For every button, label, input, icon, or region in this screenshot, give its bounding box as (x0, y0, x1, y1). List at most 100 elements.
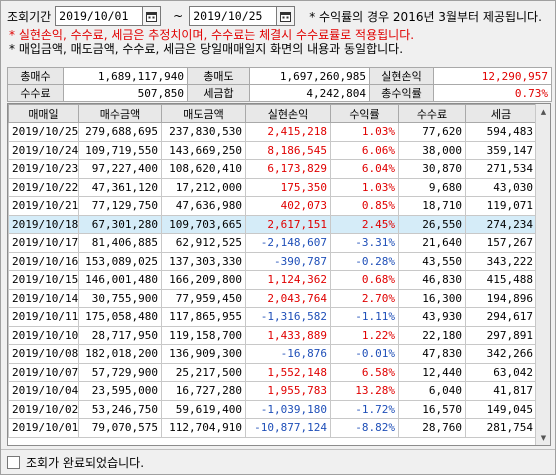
cell-fee: 12,440 (398, 362, 466, 382)
start-calendar-button[interactable] (143, 6, 162, 26)
cell-return-rate: 13.28% (330, 381, 399, 401)
table-row[interactable]: 2019/10/10 28,717,950 119,158,700 1,433,889… (8, 325, 537, 345)
cell-fee: 38,000 (398, 140, 466, 160)
header-return-rate[interactable]: 수익률 (330, 104, 399, 123)
cell-buy-amount: 279,688,695 (78, 122, 162, 142)
total-sell-value: 1,697,260,985 (249, 67, 370, 85)
table-row[interactable]: 2019/10/04 23,595,000 16,727,280 1,955,783 1… (8, 381, 537, 401)
cell-realized-pnl: 2,043,764 (245, 288, 331, 308)
table-row[interactable]: 2019/10/02 53,246,750 59,619,400 -1,039,180… (8, 399, 537, 419)
end-calendar-button[interactable] (277, 6, 296, 26)
scroll-up-icon[interactable]: ▲ (540, 107, 547, 116)
trade-grid[interactable]: 매매일 매수금액 매도금액 실현손익 수익률 수수료 세금 2019/10/25… (7, 103, 551, 446)
cell-fee: 16,570 (398, 399, 466, 419)
cell-buy-amount: 79,070,575 (78, 418, 162, 438)
cell-sell-amount: 137,303,330 (161, 251, 246, 271)
cell-fee: 21,640 (398, 233, 466, 253)
cell-sell-amount: 59,619,400 (161, 399, 246, 419)
vertical-scrollbar[interactable]: ▲ ▼ (535, 104, 550, 445)
cell-return-rate: 6.58% (330, 362, 399, 382)
cell-sell-amount: 47,636,980 (161, 196, 246, 216)
cell-fee: 18,710 (398, 196, 466, 216)
cell-fee: 47,830 (398, 344, 466, 364)
cell-fee: 43,930 (398, 307, 466, 327)
cell-buy-amount: 28,717,950 (78, 325, 162, 345)
cell-tax: 415,488 (465, 270, 537, 290)
same-as-journal-note: * 매입금액, 매도금액, 수수료, 세금은 당일매매일지 화면의 내용과 동일… (9, 42, 404, 56)
period-label: 조회기간 (7, 9, 52, 24)
header-sell-amount[interactable]: 매도금액 (161, 104, 246, 123)
realized-pnl-label: 실현손익 (369, 67, 434, 85)
cell-tax: 297,891 (465, 325, 537, 345)
table-row[interactable]: 2019/10/15 146,001,480 166,209,800 1,124,36… (8, 270, 537, 290)
start-date-input[interactable]: 2019/10/01 (55, 6, 144, 26)
header-fee[interactable]: 수수료 (398, 104, 466, 123)
cell-buy-amount: 146,001,480 (78, 270, 162, 290)
table-row[interactable]: 2019/10/14 30,755,900 77,959,450 2,043,764 2… (8, 288, 537, 308)
cell-tax: 157,267 (465, 233, 537, 253)
cell-return-rate: 6.04% (330, 159, 399, 179)
table-row[interactable]: 2019/10/24 109,719,550 143,669,250 8,186,54… (8, 140, 537, 160)
cell-date: 2019/10/01 (8, 418, 79, 438)
scroll-down-icon[interactable]: ▼ (540, 433, 547, 442)
cell-return-rate: -0.01% (330, 344, 399, 364)
cell-sell-amount: 143,669,250 (161, 140, 246, 160)
cell-realized-pnl: -2,148,607 (245, 233, 331, 253)
cell-date: 2019/10/25 (8, 122, 79, 142)
cell-date: 2019/10/15 (8, 270, 79, 290)
cell-sell-amount: 136,909,300 (161, 344, 246, 364)
end-date-input[interactable]: 2019/10/25 (189, 6, 278, 26)
tax-label: 세금합 (187, 84, 250, 102)
cell-buy-amount: 57,729,900 (78, 362, 162, 382)
cell-tax: 41,817 (465, 381, 537, 401)
grid-header-row: 매매일 매수금액 매도금액 실현손익 수익률 수수료 세금 (8, 104, 537, 123)
cell-date: 2019/10/11 (8, 307, 79, 327)
header-tax[interactable]: 세금 (465, 104, 537, 123)
calendar-icon (146, 11, 158, 22)
table-row[interactable]: 2019/10/21 77,129,750 47,636,980 402,073 0.8… (8, 196, 537, 216)
cell-buy-amount: 67,301,280 (78, 214, 162, 234)
table-row[interactable]: 2019/10/23 97,227,400 108,620,410 6,173,829… (8, 159, 537, 179)
cell-tax: 63,042 (465, 362, 537, 382)
table-row[interactable]: 2019/10/16 153,089,025 137,303,330 -390,787… (8, 251, 537, 271)
cell-fee: 26,550 (398, 214, 466, 234)
status-bar: 조회가 완료되었습니다. (1, 449, 555, 474)
cell-realized-pnl: 175,350 (245, 177, 331, 197)
cell-buy-amount: 175,058,480 (78, 307, 162, 327)
cell-date: 2019/10/14 (8, 288, 79, 308)
header-buy-amount[interactable]: 매수금액 (78, 104, 162, 123)
cell-sell-amount: 62,912,525 (161, 233, 246, 253)
table-row[interactable]: 2019/10/22 47,361,120 17,212,000 175,350 1.0… (8, 177, 537, 197)
table-row[interactable]: 2019/10/07 57,729,900 25,217,500 1,552,148 6… (8, 362, 537, 382)
cell-return-rate: 0.68% (330, 270, 399, 290)
cell-return-rate: -1.72% (330, 399, 399, 419)
cell-date: 2019/10/24 (8, 140, 79, 160)
cell-tax: 43,030 (465, 177, 537, 197)
table-row[interactable]: 2019/10/11 175,058,480 117,865,955 -1,316,5… (8, 307, 537, 327)
cell-buy-amount: 47,361,120 (78, 177, 162, 197)
table-row[interactable]: 2019/10/08 182,018,200 136,909,300 -16,876-… (8, 344, 537, 364)
cell-tax: 342,266 (465, 344, 537, 364)
table-row[interactable]: 2019/10/01 79,070,575 112,704,910 -10,877,1… (8, 418, 537, 438)
calendar-icon (280, 11, 292, 22)
table-row[interactable]: 2019/10/25 279,688,695 237,830,530 2,415,21… (8, 122, 537, 142)
filter-bar: 조회기간 2019/10/01 ~ 2019/10/25 * 수익률의 경우 2… (5, 5, 553, 27)
cell-return-rate: -0.28% (330, 251, 399, 271)
header-date[interactable]: 매매일 (8, 104, 79, 123)
cell-date: 2019/10/16 (8, 251, 79, 271)
cell-sell-amount: 166,209,800 (161, 270, 246, 290)
header-realized-pnl[interactable]: 실현손익 (245, 104, 331, 123)
table-row[interactable]: 2019/10/18 67,301,280 109,703,665 2,617,151… (8, 214, 537, 234)
cell-tax: 194,896 (465, 288, 537, 308)
cell-sell-amount: 16,727,280 (161, 381, 246, 401)
table-row[interactable]: 2019/10/17 81,406,885 62,912,525 -2,148,607… (8, 233, 537, 253)
cell-date: 2019/10/22 (8, 177, 79, 197)
cell-tax: 271,534 (465, 159, 537, 179)
cell-sell-amount: 117,865,955 (161, 307, 246, 327)
cell-return-rate: 1.03% (330, 177, 399, 197)
cell-return-rate: -1.11% (330, 307, 399, 327)
cell-return-rate: 2.70% (330, 288, 399, 308)
cell-buy-amount: 153,089,025 (78, 251, 162, 271)
status-icon (7, 455, 20, 469)
cell-fee: 22,180 (398, 325, 466, 345)
